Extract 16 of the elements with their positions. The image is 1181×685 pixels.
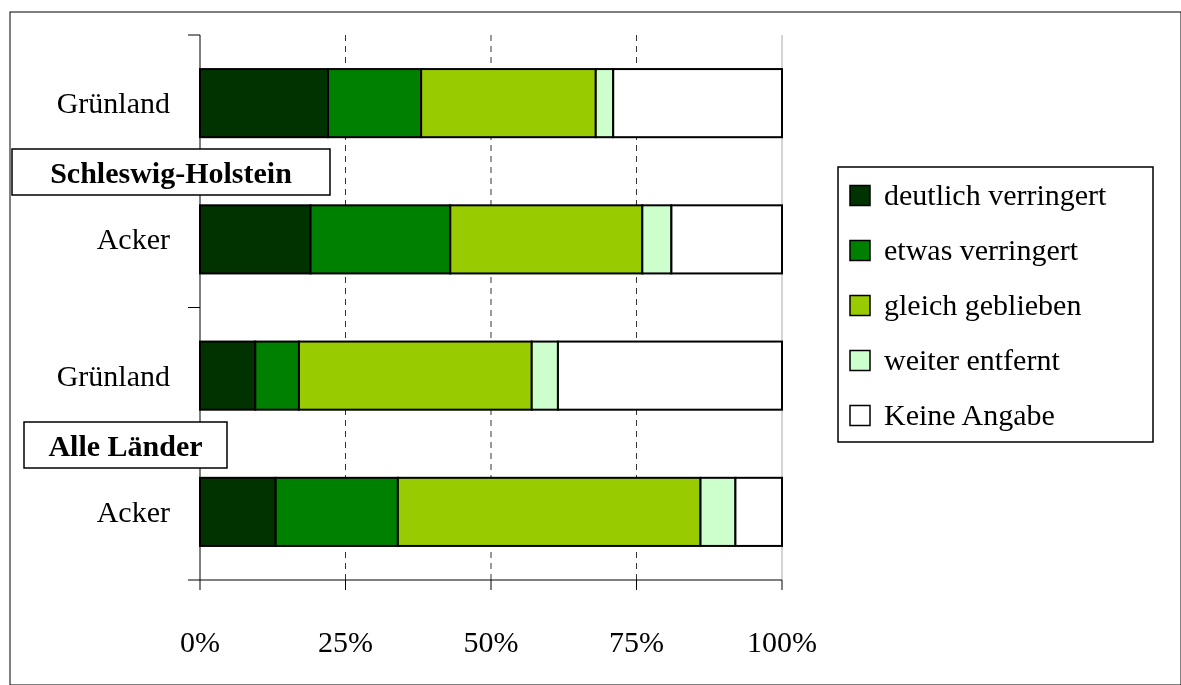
- y-tick-label: Grünland: [56, 358, 170, 392]
- legend-label: etwas verringert: [884, 232, 1079, 266]
- annotation: Alle Länder: [48, 429, 203, 462]
- x-tick-label: 50%: [463, 625, 519, 658]
- x-tick-label: 100%: [747, 625, 817, 658]
- x-tick-label: 25%: [318, 625, 373, 658]
- y-tick-label: Acker: [96, 222, 170, 256]
- y-tick-label: Acker: [96, 494, 170, 528]
- y-tick-label: Grünland: [56, 86, 170, 120]
- annotation: Schleswig-Holstein: [50, 156, 293, 189]
- legend-label: weiter entfernt: [884, 342, 1061, 376]
- legend-label: Keine Angabe: [884, 397, 1055, 431]
- legend-label: deutlich verringert: [884, 177, 1108, 211]
- x-tick-label: 0%: [180, 625, 220, 658]
- x-tick-label: 75%: [609, 625, 664, 658]
- legend-label: gleich geblieben: [884, 287, 1082, 321]
